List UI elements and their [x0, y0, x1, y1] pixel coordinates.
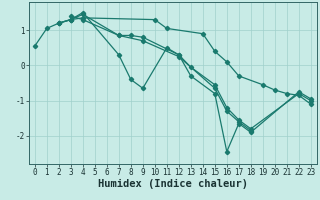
- X-axis label: Humidex (Indice chaleur): Humidex (Indice chaleur): [98, 179, 248, 189]
